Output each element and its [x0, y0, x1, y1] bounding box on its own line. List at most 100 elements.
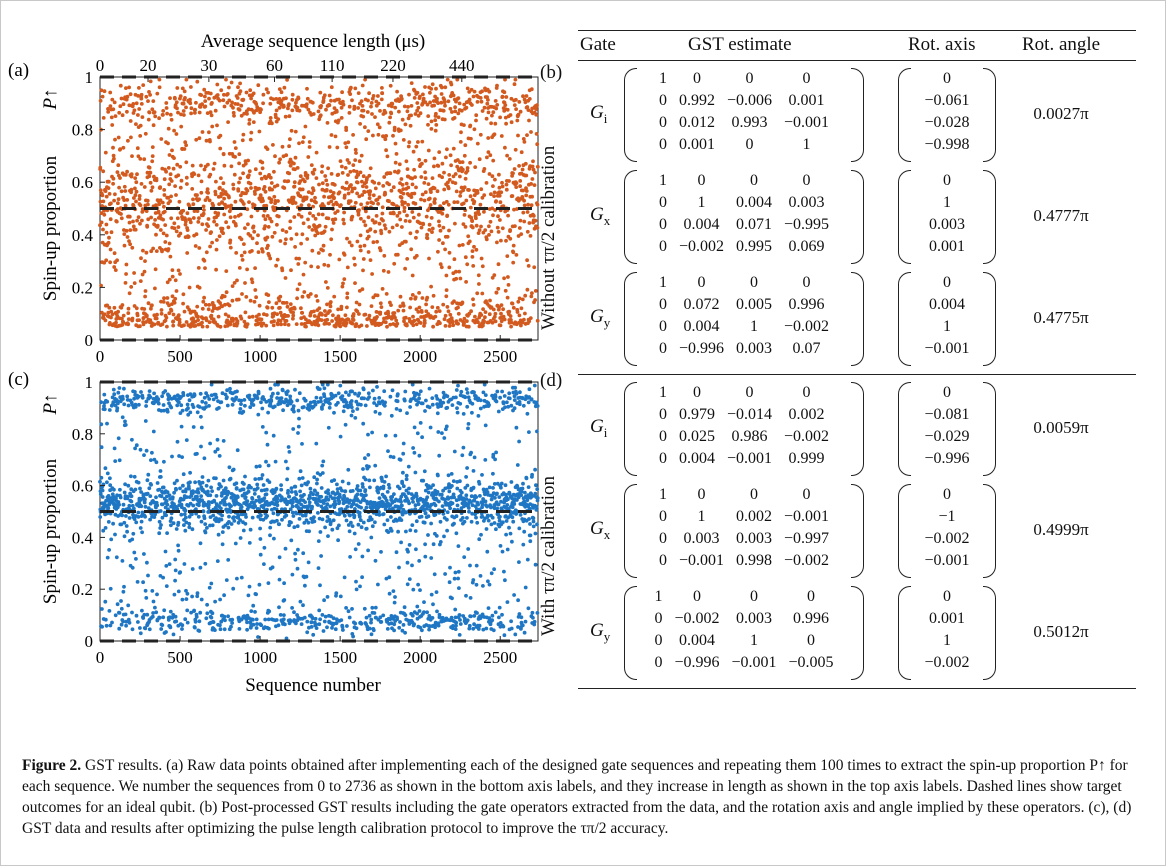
- data-point: [444, 273, 449, 278]
- data-point: [172, 128, 177, 133]
- data-point: [516, 133, 520, 138]
- data-point: [447, 324, 452, 328]
- data-point: [336, 538, 340, 543]
- data-point: [397, 162, 402, 167]
- data-point: [379, 97, 384, 102]
- data-point: [492, 132, 497, 137]
- data-point: [356, 212, 361, 217]
- data-point: [410, 176, 415, 181]
- data-point: [113, 613, 118, 618]
- data-point: [110, 312, 115, 317]
- data-point: [279, 396, 284, 400]
- data-point: [200, 475, 205, 479]
- data-point: [104, 258, 109, 263]
- data-point: [413, 201, 418, 206]
- data-point: [350, 98, 354, 103]
- data-point: [437, 238, 441, 242]
- data-point: [299, 622, 304, 626]
- data-point: [443, 324, 448, 328]
- data-point: [289, 486, 294, 490]
- data-point: [235, 389, 239, 394]
- top-tick-label: 110: [320, 56, 345, 75]
- data-point: [325, 286, 330, 290]
- data-point: [205, 611, 210, 616]
- data-point: [325, 182, 330, 187]
- data-point: [137, 402, 141, 407]
- data-point: [472, 127, 477, 132]
- data-point: [173, 296, 178, 301]
- data-point: [222, 593, 227, 598]
- data-point: [312, 314, 317, 318]
- data-point: [167, 153, 172, 157]
- data-point: [256, 250, 261, 255]
- data-point: [231, 319, 235, 323]
- data-point: [224, 77, 228, 82]
- data-point: [405, 560, 410, 565]
- data-point: [100, 624, 104, 629]
- data-point: [100, 495, 105, 499]
- data-point: [312, 515, 316, 520]
- data-point: [429, 521, 433, 526]
- data-point: [225, 395, 229, 399]
- data-point: [101, 169, 106, 174]
- data-point: [526, 264, 531, 268]
- data-point: [471, 303, 476, 307]
- data-point: [247, 118, 252, 122]
- data-point: [433, 314, 438, 319]
- data-point: [122, 490, 127, 495]
- data-point: [372, 478, 377, 483]
- data-point: [361, 387, 366, 392]
- data-point: [398, 304, 403, 309]
- data-point: [249, 96, 254, 101]
- data-point: [105, 480, 109, 485]
- data-point: [133, 176, 138, 181]
- data-point: [146, 217, 151, 222]
- data-point: [355, 484, 360, 488]
- data-point: [202, 87, 207, 92]
- data-point: [209, 230, 214, 235]
- data-point: [290, 572, 295, 577]
- data-point: [284, 230, 289, 234]
- data-point: [311, 112, 316, 116]
- data-point: [244, 295, 249, 299]
- data-point: [162, 459, 166, 464]
- data-point: [121, 502, 126, 507]
- data-point: [153, 605, 157, 610]
- data-point: [440, 175, 444, 180]
- data-point: [493, 177, 497, 182]
- data-point: [332, 106, 337, 110]
- data-point: [246, 593, 251, 598]
- data-point: [377, 411, 382, 416]
- data-point: [361, 114, 366, 119]
- data-point: [384, 148, 388, 153]
- data-point: [175, 106, 179, 111]
- data-point: [133, 487, 138, 492]
- data-point: [165, 409, 170, 414]
- data-point: [429, 216, 434, 220]
- data-point: [525, 210, 530, 214]
- data-point: [502, 90, 507, 95]
- data-point: [332, 410, 336, 415]
- data-point: [235, 102, 240, 106]
- data-point: [289, 268, 293, 273]
- data-point: [329, 199, 334, 204]
- data-point: [146, 99, 150, 103]
- data-point: [442, 117, 447, 122]
- data-point: [300, 476, 305, 480]
- data-point: [132, 474, 137, 479]
- data-point: [296, 424, 301, 429]
- data-point: [340, 164, 344, 169]
- x-tick-label: 0: [96, 347, 105, 366]
- data-point: [397, 210, 402, 215]
- data-point: [121, 313, 126, 318]
- data-point: [235, 448, 240, 453]
- data-point: [375, 293, 380, 298]
- data-point: [297, 141, 301, 146]
- data-point: [138, 123, 143, 128]
- data-point: [184, 160, 189, 165]
- data-point: [358, 248, 363, 253]
- data-point: [218, 623, 222, 628]
- data-point: [328, 304, 333, 309]
- data-point: [458, 140, 463, 144]
- data-point: [205, 602, 210, 607]
